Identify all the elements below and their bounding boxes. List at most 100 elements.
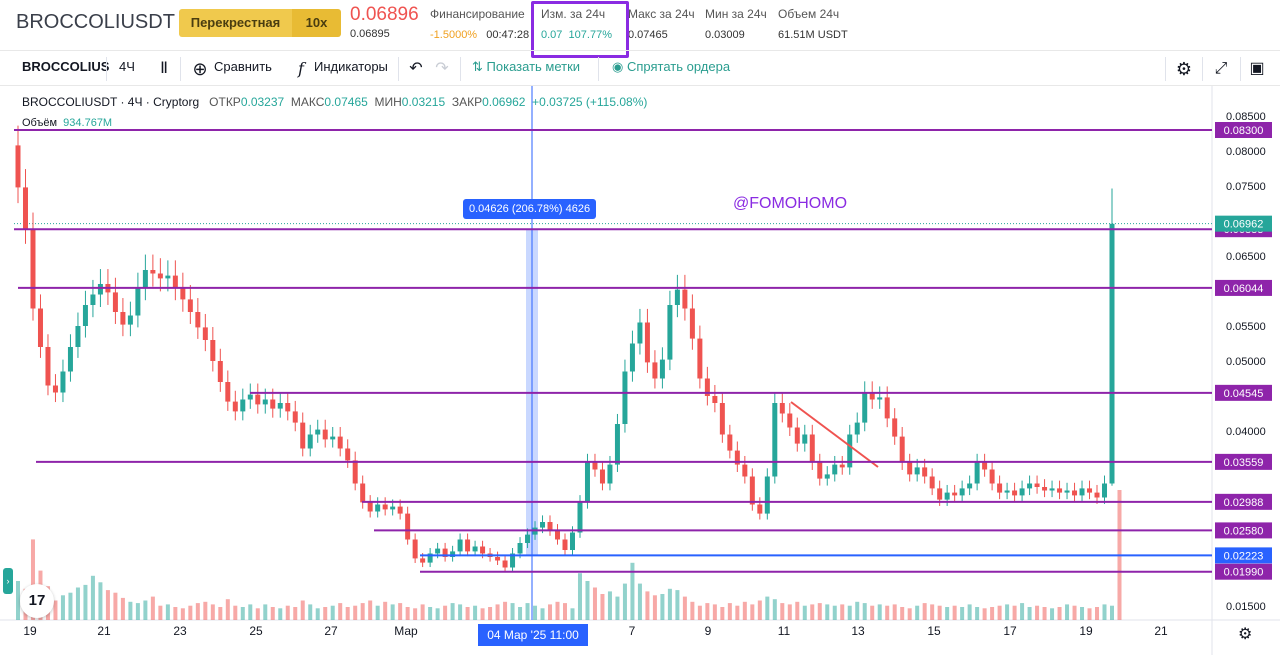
candle-body <box>502 560 508 568</box>
volume-bar <box>607 591 612 620</box>
candle-body <box>172 275 178 288</box>
volume-bar <box>847 605 852 620</box>
trend-line <box>790 401 879 468</box>
candle-body <box>457 539 463 552</box>
candle-body <box>412 539 418 559</box>
side-panel-toggle[interactable]: › <box>3 568 13 594</box>
y-tick-label: 0.05500 <box>1226 321 1266 333</box>
tradingview-logo-icon[interactable]: 17 <box>20 584 54 618</box>
volume-bar <box>188 605 193 620</box>
leverage-button[interactable]: 10x <box>292 9 341 37</box>
change-label: Изм. за 24ч <box>541 7 606 21</box>
candle-body <box>967 483 973 489</box>
show-marks-button[interactable]: ⇅ Показать метки <box>472 59 580 75</box>
toolbar-divider <box>598 57 599 81</box>
candle-body <box>337 436 343 449</box>
margin-mode-button[interactable]: Перекрестная <box>179 9 292 37</box>
candle-body <box>120 312 126 325</box>
axis-settings-gear-icon[interactable]: ⚙ <box>1238 626 1253 643</box>
settings-gear-icon[interactable]: ⚙ <box>1175 59 1193 79</box>
volume-bar <box>98 582 103 620</box>
legend-low: 0.03215 <box>401 95 446 109</box>
compare-button[interactable]: Сравнить <box>214 59 272 74</box>
x-tick-label: 11 <box>778 624 791 638</box>
volume-bar <box>945 607 950 620</box>
candle-body <box>817 462 823 479</box>
redo-icon[interactable]: ↷ <box>435 60 449 77</box>
candle-body <box>644 322 650 363</box>
volume-bar <box>203 601 208 620</box>
volume-bar <box>1005 604 1010 620</box>
volume-bar <box>600 594 605 620</box>
candle-body <box>824 474 830 479</box>
volume-bar <box>83 584 88 620</box>
candle-body <box>420 558 426 563</box>
volume-bar <box>240 607 245 620</box>
show-marks-label: Показать метки <box>486 59 581 74</box>
volume-bar <box>922 603 927 620</box>
volume-bar <box>1050 608 1055 620</box>
price-chart[interactable]: 0.083000.068830.060440.045450.035590.029… <box>0 86 1280 655</box>
volume-bar <box>817 603 822 620</box>
volume-bar <box>660 594 665 620</box>
candle-body <box>255 394 261 405</box>
x-tick-label: 9 <box>705 624 712 638</box>
funding-timer: 00:47:28 <box>486 29 530 41</box>
candle-body <box>97 284 103 295</box>
hide-orders-button[interactable]: ◉ Спрятать ордера <box>612 59 730 75</box>
indicators-icon[interactable]: f <box>298 59 304 78</box>
compare-plus-icon[interactable]: ⊕ <box>192 59 208 79</box>
indicators-button[interactable]: Индикаторы <box>314 59 388 74</box>
candle-body <box>929 476 935 489</box>
volume-legend-value: 934.767M <box>63 117 113 129</box>
level-price-tag <box>1215 453 1272 470</box>
high-label: Макс за 24ч <box>628 7 695 21</box>
candle-body <box>75 326 81 347</box>
candle-body <box>922 467 928 477</box>
toolbar-symbol[interactable]: BROCCOLIUS <box>22 59 110 74</box>
change-abs: 0.07 <box>541 29 563 41</box>
candle-body <box>749 476 755 505</box>
marks-icon: ⇅ <box>472 59 483 74</box>
volume-bar <box>1027 607 1032 620</box>
candle-body <box>892 418 898 437</box>
candle-body <box>300 422 306 449</box>
volume-bar <box>540 608 545 620</box>
volume-bar <box>413 608 418 620</box>
candles-icon[interactable]: Ⅱ <box>160 60 168 77</box>
candle-body <box>869 392 875 400</box>
volume-bar <box>780 603 785 620</box>
level-price-text: 0.01990 <box>1224 567 1264 579</box>
candle-body <box>1057 488 1063 493</box>
funding-label: Финансирование <box>430 7 525 21</box>
interval-button[interactable]: 4Ч <box>119 59 135 74</box>
candle-body <box>225 382 231 402</box>
last-price: 0.06896 <box>350 4 419 25</box>
camera-icon[interactable]: ▣ <box>1249 60 1265 77</box>
volume-bar <box>772 599 777 620</box>
volume-bar <box>165 604 170 620</box>
candle-body <box>180 287 186 300</box>
volume-bar <box>495 604 500 620</box>
volume-bar <box>967 604 972 620</box>
candle-body <box>240 399 246 412</box>
change-pct: 107.77% <box>568 29 612 41</box>
low-label: Мин за 24ч <box>705 7 767 21</box>
candle-body <box>450 551 456 557</box>
undo-icon[interactable]: ↶ <box>409 60 423 77</box>
y-tick-label: 0.07500 <box>1226 181 1266 193</box>
fullscreen-icon[interactable]: ⤢ <box>1214 60 1228 77</box>
volume-bar <box>855 601 860 620</box>
symbol-title[interactable]: BROCCOLIUSDT <box>16 11 175 33</box>
candle-body <box>682 289 688 309</box>
funding-rate: -1.5000% <box>430 29 478 41</box>
volume-bar <box>697 605 702 620</box>
candle-body <box>390 506 396 510</box>
candle-body <box>202 327 208 340</box>
volume-bar <box>1072 605 1077 620</box>
candle-body <box>405 513 411 540</box>
volume-bar <box>68 592 73 620</box>
volume-bar <box>548 604 553 620</box>
level-price-tag <box>1215 279 1272 296</box>
x-tick-label: 21 <box>1154 624 1168 638</box>
